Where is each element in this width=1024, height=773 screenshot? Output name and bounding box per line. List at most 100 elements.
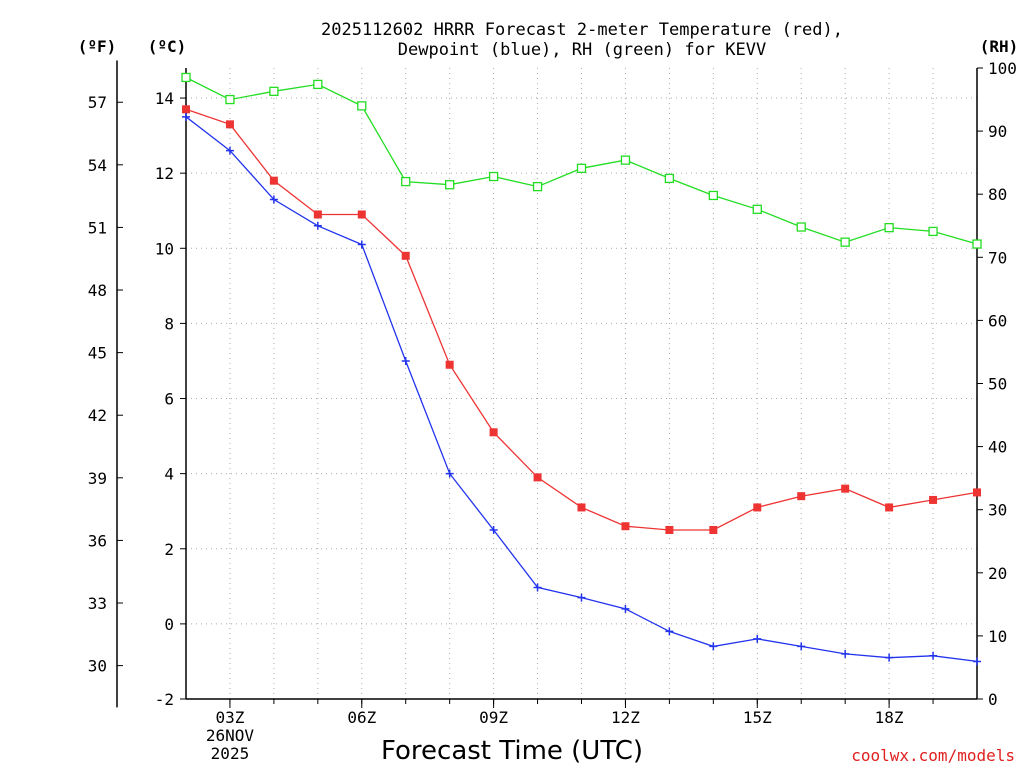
dewpoint-point <box>401 356 410 365</box>
rh-point <box>269 86 279 96</box>
dewpoint-point <box>885 653 894 662</box>
axes: -2 0 2 4 6 8 10 12 14 30 33 36 39 42 45 48 51 54 57 0 10 20 30… <box>88 59 1017 763</box>
rh-tick-label: 50 <box>988 375 1007 394</box>
celsius-tick-label: 14 <box>155 89 174 108</box>
temperature-point <box>401 251 410 260</box>
rh-point <box>532 181 543 192</box>
dewpoint-point <box>709 642 718 651</box>
rh-tick-label: 20 <box>988 564 1007 583</box>
celsius-tick-label: 6 <box>164 390 174 409</box>
data-series <box>181 72 982 666</box>
time-tick-label: 18Z <box>875 708 904 727</box>
temperature-point <box>621 522 630 531</box>
rh-tick-label: 60 <box>988 311 1007 330</box>
fahrenheit-tick-label: 54 <box>88 156 107 175</box>
temperature-point <box>753 503 762 512</box>
time-tick-label: 03Z <box>215 708 244 727</box>
rh-point <box>357 101 367 111</box>
dewpoint-point <box>269 195 278 204</box>
dewpoint-point <box>445 469 454 478</box>
chart-title-line-1: 2025112602 HRRR Forecast 2-meter Tempera… <box>321 20 843 40</box>
celsius-tick-label: -2 <box>155 690 174 709</box>
fahrenheit-tick-label: 36 <box>88 531 107 550</box>
rh-point <box>664 173 675 184</box>
dewpoint-point <box>753 634 762 643</box>
dewpoint-point <box>182 112 190 121</box>
temperature-point <box>489 428 498 437</box>
temperature-point <box>182 105 190 114</box>
rh-point <box>708 190 718 201</box>
dewpoint-point <box>225 146 234 155</box>
rh-point <box>928 226 938 237</box>
celsius-tick-label: 0 <box>164 615 174 634</box>
rh-point <box>620 155 631 165</box>
temperature-point <box>885 503 894 512</box>
rh-tick-label: 40 <box>988 438 1007 457</box>
temperature-point <box>357 210 366 219</box>
fahrenheit-unit-label: (ºF) <box>78 37 117 56</box>
dewpoint-point <box>973 657 981 666</box>
temperature-point <box>533 473 542 482</box>
dewpoint-point <box>841 649 850 658</box>
temperature-point <box>797 492 806 501</box>
time-tick-date: 26NOV <box>206 726 255 745</box>
rh-point <box>181 72 191 83</box>
rh-point <box>752 204 762 214</box>
rh-tick-label: 70 <box>988 248 1007 267</box>
gridlines <box>186 68 977 699</box>
dewpoint-point <box>665 627 674 636</box>
fahrenheit-tick-label: 33 <box>88 594 107 613</box>
dewpoint-point <box>313 221 322 230</box>
time-tick-label: 15Z <box>743 708 772 727</box>
rh-tick-label: 30 <box>988 501 1007 520</box>
rh-tick-label: 10 <box>988 627 1007 646</box>
x-axis-label: Forecast Time (UTC) <box>381 736 643 766</box>
fahrenheit-tick-label: 39 <box>88 469 107 488</box>
rh-point <box>796 222 806 232</box>
rh-tick-label: 100 <box>988 59 1017 78</box>
fahrenheit-tick-label: 30 <box>88 657 107 676</box>
chart-title-line-2: Dewpoint (blue), RH (green) for KEVV <box>398 40 766 60</box>
time-tick-label: 06Z <box>347 708 376 727</box>
celsius-tick-label: 10 <box>155 239 174 258</box>
time-tick-label: 09Z <box>479 708 508 727</box>
temperature-point <box>973 488 981 497</box>
temperature-point <box>841 484 850 493</box>
rh-point <box>576 163 587 173</box>
dewpoint-point <box>621 604 630 613</box>
rh-point <box>445 180 455 190</box>
rh-series-line <box>185 76 978 245</box>
dewpoint-point <box>533 583 542 592</box>
celsius-tick-label: 8 <box>164 314 174 333</box>
fahrenheit-tick-label: 57 <box>88 93 107 112</box>
rh-point <box>972 239 982 249</box>
celsius-tick-label: 2 <box>164 540 174 559</box>
rh-point <box>225 94 235 105</box>
temperature-point <box>929 495 938 504</box>
temperature-point <box>709 525 718 534</box>
chart-title: 2025112602 HRRR Forecast 2-meter Tempera… <box>321 20 843 60</box>
temperature-point <box>225 120 234 129</box>
dewpoint-point <box>577 593 586 602</box>
temperature-point <box>665 525 674 534</box>
time-tick-label: 12Z <box>611 708 640 727</box>
dewpoint-point <box>797 642 806 651</box>
time-tick-year: 2025 <box>211 744 250 763</box>
temperature-point <box>313 210 322 219</box>
celsius-tick-label: 4 <box>164 465 174 484</box>
dewpoint-point <box>489 525 498 534</box>
dewpoint-point <box>357 240 366 249</box>
celsius-unit-label: (ºC) <box>148 37 187 56</box>
temperature-point <box>577 503 586 512</box>
rh-point <box>313 79 323 90</box>
rh-tick-label: 80 <box>988 185 1007 204</box>
fahrenheit-tick-label: 42 <box>88 406 107 425</box>
rh-point <box>488 171 499 182</box>
rh-tick-label: 0 <box>988 690 998 709</box>
temperature-point <box>445 360 454 369</box>
fahrenheit-tick-label: 45 <box>88 344 107 363</box>
rh-point <box>401 176 411 187</box>
fahrenheit-tick-label: 51 <box>88 218 107 237</box>
celsius-tick-label: 12 <box>155 164 174 183</box>
